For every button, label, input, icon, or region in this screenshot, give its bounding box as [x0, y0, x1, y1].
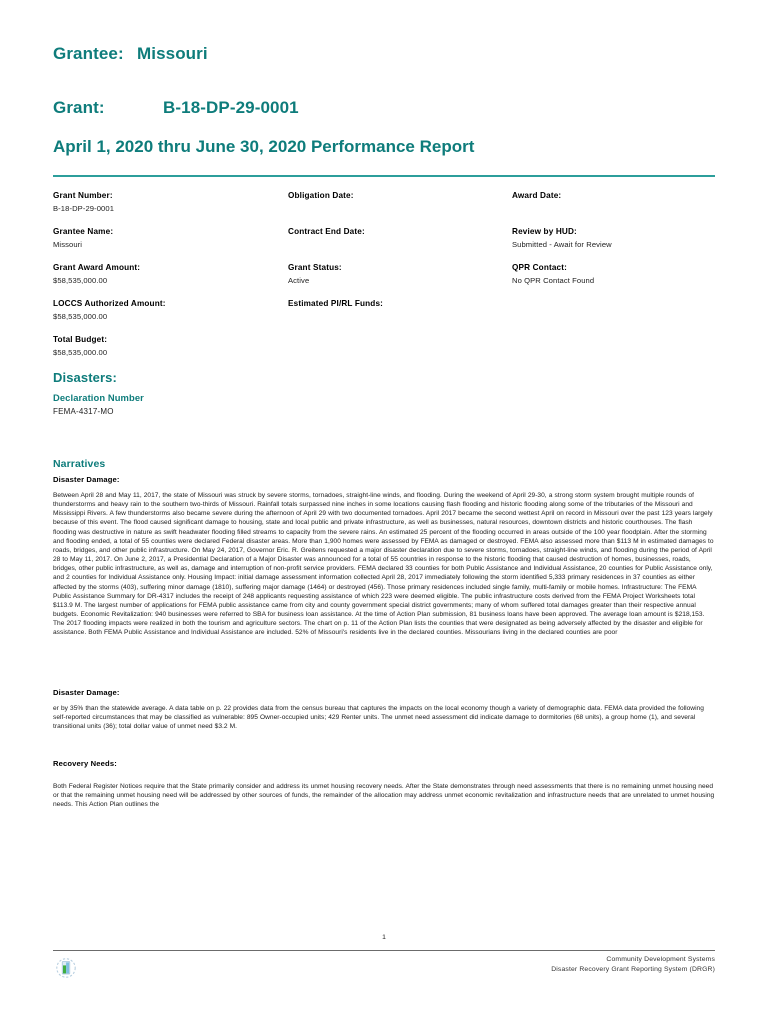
grant-info-grid: Grant Number: B-18-DP-29-0001 Grantee Na…	[53, 189, 715, 364]
field-grant-number: Grant Number: B-18-DP-29-0001	[53, 189, 283, 215]
drgr-logo-icon	[55, 957, 77, 979]
page-content: Grantee: Missouri Grant: B-18-DP-29-0001 A…	[53, 0, 715, 978]
grant-value: B-18-DP-29-0001	[163, 98, 299, 117]
field-label: Grantee Name:	[53, 227, 114, 236]
narratives-section: Narratives Disaster Damage: Between Apri…	[53, 458, 715, 809]
narrative-text: Both Federal Register Notices require th…	[53, 782, 715, 809]
footer-line-1: Community Development Systems	[606, 956, 715, 963]
footer-text: Community Development Systems Disaster R…	[551, 955, 715, 975]
field-value: $58,535,000.00	[53, 276, 108, 285]
field-grant-award-amount: Grant Award Amount: $58,535,000.00	[53, 261, 283, 287]
field-label: Award Date:	[512, 191, 562, 200]
field-label: Grant Award Amount:	[53, 263, 141, 272]
header-divider	[53, 175, 715, 177]
grant-label: Grant:	[53, 98, 105, 117]
grant-line: Grant: B-18-DP-29-0001	[53, 98, 715, 118]
field-label: Review by HUD:	[512, 227, 577, 236]
narrative-block-recovery-needs: Recovery Needs: Both Federal Register No…	[53, 759, 715, 809]
narrative-block-disaster-damage-2: Disaster Damage: er by 35% than the stat…	[53, 688, 715, 731]
field-value: No QPR Contact Found	[512, 276, 595, 285]
field-value: Submitted - Await for Review	[512, 240, 612, 249]
field-label: Total Budget:	[53, 335, 108, 344]
field-contract-end-date: Contract End Date:	[288, 225, 508, 251]
field-value: Missouri	[53, 240, 83, 249]
field-loccs-authorized-amount: LOCCS Authorized Amount: $58,535,000.00	[53, 297, 283, 323]
field-value: B-18-DP-29-0001	[53, 204, 115, 213]
field-label: Estimated PI/RL Funds:	[288, 299, 384, 308]
field-value	[512, 202, 715, 215]
field-value	[288, 238, 508, 251]
grant-info-column-2: Obligation Date: Contract End Date: Gran…	[288, 189, 508, 333]
narrative-block-disaster-damage-1: Disaster Damage: Between April 28 and Ma…	[53, 475, 715, 638]
footer-divider	[53, 950, 715, 951]
page-footer: Community Development Systems Disaster R…	[53, 953, 715, 993]
field-total-budget: Total Budget: $58,535,000.00	[53, 333, 283, 359]
field-label: QPR Contact:	[512, 263, 568, 272]
footer-line-2: Disaster Recovery Grant Reporting System…	[551, 966, 715, 973]
field-estimated-pi-rl-funds: Estimated PI/RL Funds:	[288, 297, 508, 323]
narrative-label: Disaster Damage:	[53, 475, 120, 484]
grant-info-column-1: Grant Number: B-18-DP-29-0001 Grantee Na…	[53, 189, 283, 369]
declaration-number-value: FEMA-4317-MO	[53, 407, 114, 416]
field-value: $58,535,000.00	[53, 348, 108, 357]
page-number: 1	[382, 934, 386, 941]
grantee-line: Grantee: Missouri	[53, 44, 715, 64]
grantee-label: Grantee:	[53, 44, 124, 63]
declaration-number-header: Declaration Number	[53, 392, 144, 403]
narratives-heading: Narratives	[53, 458, 106, 470]
field-value: Active	[288, 276, 310, 285]
field-value	[288, 202, 508, 215]
field-label: Contract End Date:	[288, 227, 365, 236]
narrative-text: Between April 28 and May 11, 2017, the s…	[53, 492, 714, 637]
narrative-text: er by 35% than the statewide average. A …	[53, 704, 704, 730]
field-review-by-hud: Review by HUD: Submitted - Await for Rev…	[512, 225, 715, 251]
field-label: Grant Number:	[53, 191, 113, 200]
narrative-label: Disaster Damage:	[53, 687, 120, 697]
disasters-heading: Disasters:	[53, 370, 117, 385]
field-grantee-name: Grantee Name: Missouri	[53, 225, 283, 251]
grantee-value: Missouri	[137, 44, 208, 63]
report-header: Grantee: Missouri Grant: B-18-DP-29-0001 A…	[53, 0, 715, 177]
field-label: Obligation Date:	[288, 191, 354, 200]
field-qpr-contact: QPR Contact: No QPR Contact Found	[512, 261, 715, 287]
field-value: $58,535,000.00	[53, 312, 108, 321]
grant-info-column-3: Award Date: Review by HUD: Submitted - A…	[512, 189, 715, 297]
field-obligation-date: Obligation Date:	[288, 189, 508, 215]
field-value	[288, 310, 508, 323]
field-label: Grant Status:	[288, 263, 342, 272]
report-period-title: April 1, 2020 thru June 30, 2020 Perform…	[53, 137, 475, 156]
field-award-date: Award Date:	[512, 189, 715, 215]
disasters-section: Disasters: Declaration Number FEMA-4317-…	[53, 370, 715, 416]
narrative-label: Recovery Needs:	[53, 758, 117, 768]
field-grant-status: Grant Status: Active	[288, 261, 508, 287]
field-label: LOCCS Authorized Amount:	[53, 299, 166, 308]
